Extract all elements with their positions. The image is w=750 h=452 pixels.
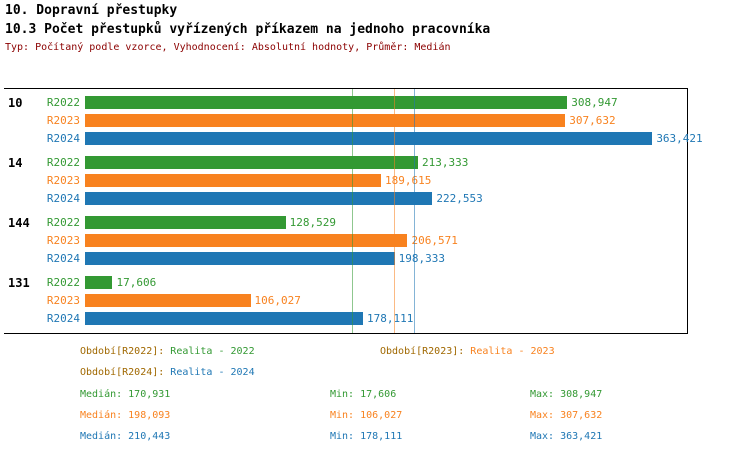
bar-r2024 <box>85 312 364 325</box>
bar-row: R2023 307,632 <box>4 113 686 128</box>
bar-row: R2023 106,027 <box>4 293 686 308</box>
report-title: 10. Dopravní přestupky <box>5 3 178 18</box>
series-label: R2022 <box>46 276 80 289</box>
category-label: 144 <box>8 215 30 230</box>
bar-group-131: 131 R2022 17,606 R2023 106,027 R2024 178,111 <box>4 275 686 326</box>
stat-median-r2022: Medián: 170,931 <box>80 389 171 400</box>
bar-value-label: 222,553 <box>436 192 483 205</box>
legend-prefix-r2023: Období[R2023]: <box>380 346 465 357</box>
bar-group-10: 10 R2022 308,947 R2023 307,632 R2024 363,421 <box>4 95 703 146</box>
category-label: 131 <box>8 275 30 290</box>
legend-item-r2022: Období[R2022]: Realita - 2022 <box>80 346 255 357</box>
series-label: R2022 <box>46 96 80 109</box>
bar-r2024 <box>85 252 395 265</box>
bar-track: 17,606 <box>85 275 686 290</box>
bar-track: 222,553 <box>85 191 686 206</box>
stat-min-r2024: Min: 178,111 <box>330 431 403 442</box>
bar-value-label: 198,333 <box>398 252 445 265</box>
bar-group-144: 144 R2022 128,529 R2023 206,571 R2024 198,333 <box>4 215 686 266</box>
bar-r2023 <box>85 234 408 247</box>
bar-row: 144 R2022 128,529 <box>4 215 686 230</box>
stat-median-r2023: Medián: 198,093 <box>80 410 171 421</box>
legend-value-r2022: Realita - 2022 <box>170 346 255 357</box>
bar-r2022 <box>85 96 568 109</box>
bar-r2022 <box>85 216 286 229</box>
bar-r2022 <box>85 156 419 169</box>
bar-r2024 <box>85 132 653 145</box>
bar-r2022 <box>85 276 113 289</box>
series-label: R2024 <box>46 312 80 325</box>
bar-track: 198,333 <box>85 251 686 266</box>
bar-row: R2023 206,571 <box>4 233 686 248</box>
bar-value-label: 178,111 <box>367 312 414 325</box>
bar-track: 308,947 <box>85 95 686 110</box>
chart-rows: 10 R2022 308,947 R2023 307,632 R2024 363,421 14… <box>4 95 703 335</box>
bar-value-label: 308,947 <box>571 96 618 109</box>
bar-track: 206,571 <box>85 233 686 248</box>
bar-value-label: 363,421 <box>656 132 703 145</box>
bar-track: 307,632 <box>85 113 686 128</box>
report-subtitle: 10.3 Počet přestupků vyřízených příkazem… <box>5 22 491 37</box>
bar-value-label: 106,027 <box>254 294 301 307</box>
bar-track: 189,615 <box>85 173 686 188</box>
bar-track: 128,529 <box>85 215 686 230</box>
bar-track: 106,027 <box>85 293 686 308</box>
stat-max-r2023: Max: 307,632 <box>530 410 603 421</box>
bar-value-label: 17,606 <box>116 276 157 289</box>
series-label: R2023 <box>46 294 80 307</box>
stat-median-r2024: Medián: 210,443 <box>80 431 171 442</box>
bar-track: 178,111 <box>85 311 686 326</box>
bar-row: R2024 198,333 <box>4 251 686 266</box>
series-label: R2024 <box>46 132 80 145</box>
legend-prefix-r2022: Období[R2022]: <box>80 346 165 357</box>
legend-value-r2024: Realita - 2024 <box>170 367 255 378</box>
bar-row: R2024 363,421 <box>4 131 703 146</box>
bar-row: R2024 178,111 <box>4 311 686 326</box>
category-label: 10 <box>8 95 23 110</box>
bar-row: 14 R2022 213,333 <box>4 155 686 170</box>
stat-min-r2022: Min: 17,606 <box>330 389 397 400</box>
series-label: R2022 <box>46 216 80 229</box>
bar-group-14: 14 R2022 213,333 R2023 189,615 R2024 222,553 <box>4 155 686 206</box>
bar-row: R2023 189,615 <box>4 173 686 188</box>
category-label: 14 <box>8 155 23 170</box>
stat-max-r2024: Max: 363,421 <box>530 431 603 442</box>
series-label: R2024 <box>46 252 80 265</box>
series-label: R2023 <box>46 234 80 247</box>
bar-row: 10 R2022 308,947 <box>4 95 686 110</box>
legend-item-r2024: Období[R2024]: Realita - 2024 <box>80 367 255 378</box>
bar-track: 213,333 <box>85 155 686 170</box>
stat-max-r2022: Max: 308,947 <box>530 389 603 400</box>
legend-item-r2023: Období[R2023]: Realita - 2023 <box>380 346 555 357</box>
bar-r2024 <box>85 192 433 205</box>
bar-row: 131 R2022 17,606 <box>4 275 686 290</box>
bar-value-label: 189,615 <box>384 174 432 187</box>
legend-prefix-r2024: Období[R2024]: <box>80 367 165 378</box>
bar-r2023 <box>85 114 566 127</box>
bar-value-label: 206,571 <box>411 234 458 247</box>
stat-min-r2023: Min: 106,027 <box>330 410 403 421</box>
bar-row: R2024 222,553 <box>4 191 686 206</box>
bar-r2023 <box>85 294 251 307</box>
series-label: R2024 <box>46 192 80 205</box>
bar-value-label: 213,333 <box>422 156 469 169</box>
series-label: R2023 <box>46 174 80 187</box>
report-meta-line: Typ: Počítaný podle vzorce, Vyhodnocení:… <box>5 42 451 53</box>
series-label: R2022 <box>46 156 80 169</box>
series-label: R2023 <box>46 114 80 127</box>
bar-r2023 <box>85 174 381 187</box>
grouped-bar-chart: 10 R2022 308,947 R2023 307,632 R2024 363,421 14… <box>4 88 703 335</box>
bar-value-label: 128,529 <box>289 216 336 229</box>
bar-value-label: 307,632 <box>569 114 616 127</box>
legend-value-r2023: Realita - 2023 <box>470 346 555 357</box>
bar-track: 363,421 <box>85 131 703 146</box>
